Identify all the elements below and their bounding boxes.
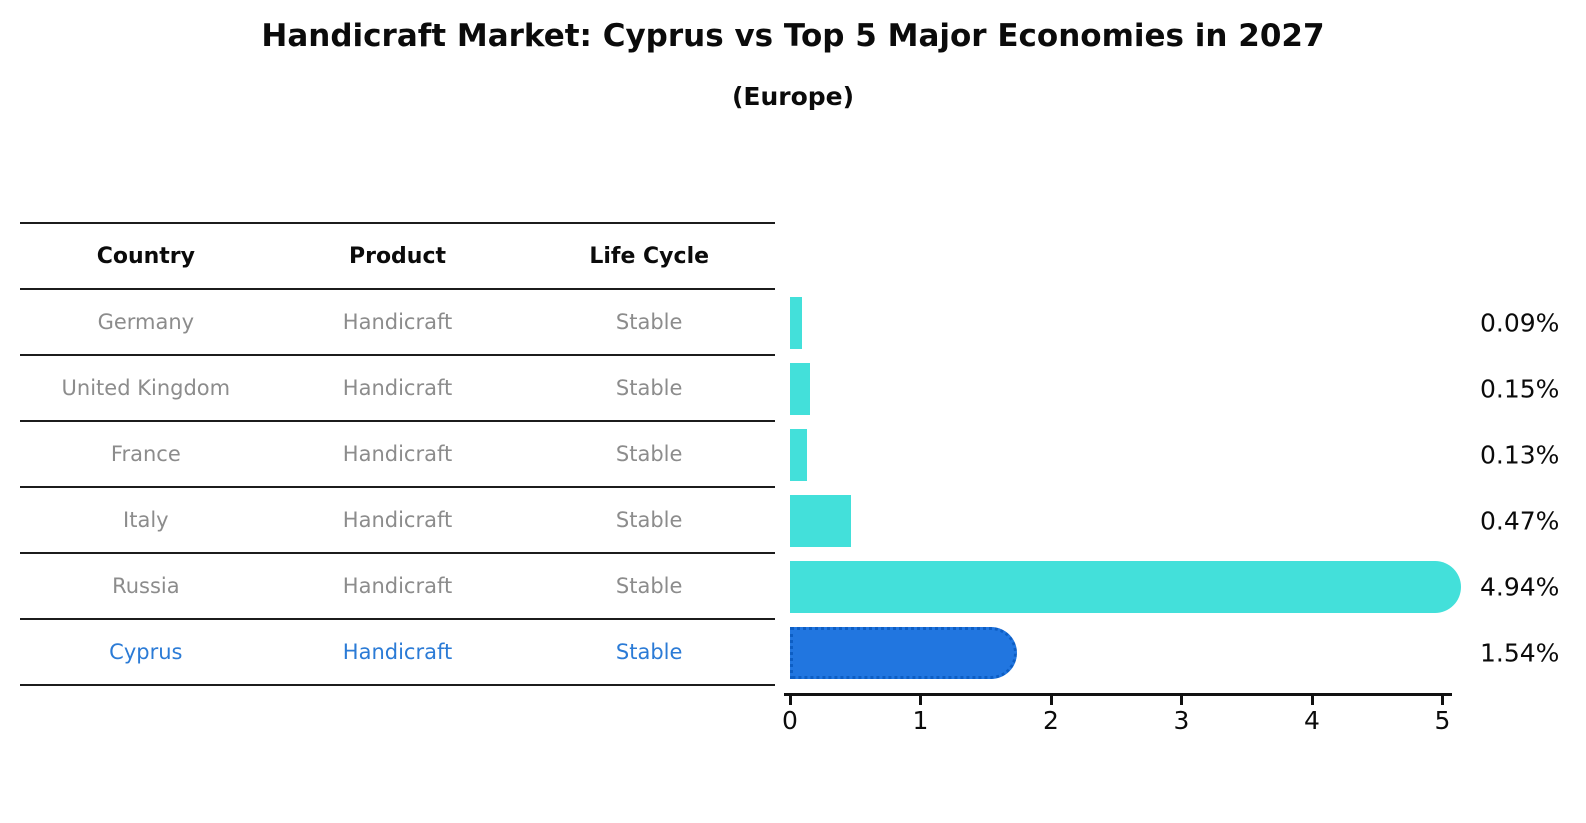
value-label-united-kingdom: 0.15% [1480, 374, 1560, 404]
chart-subtitle: (Europe) [731, 82, 855, 111]
value-label-france: 0.13% [1480, 440, 1560, 470]
x-tick-mark [919, 695, 922, 705]
lifecycle-cell: Stable [615, 574, 683, 598]
table-row-united-kingdom: United Kingdom Handicraft Stable [20, 356, 775, 422]
value-label-germany: 0.09% [1480, 308, 1560, 338]
table-body: Germany Handicraft Stable United Kingdom Han… [20, 290, 775, 686]
product-cell: Handicraft [342, 640, 453, 664]
header-country: Country [96, 243, 195, 269]
table-row-cyprus: Cyprus Handicraft Stable [20, 620, 775, 686]
lifecycle-cell: Stable [615, 508, 683, 532]
x-tick-label: 1 [912, 706, 929, 735]
lifecycle-cell: Stable [615, 442, 683, 466]
country-cell: United Kingdom [61, 376, 231, 400]
x-tick-mark [1049, 695, 1053, 705]
x-tick-mark [788, 695, 792, 705]
product-cell: Handicraft [342, 310, 453, 334]
product-cell: Handicraft [342, 376, 453, 400]
country-cell: Germany [97, 310, 195, 334]
lifecycle-cell: Stable [615, 310, 683, 334]
table-row-france: France Handicraft Stable [20, 422, 775, 488]
bar-cyprus [790, 627, 1017, 679]
country-cell: France [110, 442, 181, 466]
x-tick-mark [1441, 695, 1444, 705]
x-axis-line [784, 693, 1452, 696]
header-product: Product [348, 243, 447, 269]
table-row-germany: Germany Handicraft Stable [20, 290, 775, 356]
country-cell: Russia [112, 574, 180, 598]
x-tick-label: 4 [1304, 706, 1320, 735]
product-cell: Handicraft [342, 508, 453, 532]
bar-germany [790, 297, 802, 349]
bar-united-kingdom [790, 363, 810, 415]
x-tick-label: 2 [1043, 706, 1059, 735]
product-cell: Handicraft [342, 442, 453, 466]
value-label-russia: 4.94% [1480, 572, 1560, 602]
lifecycle-cell: Stable [615, 640, 683, 664]
table-row-russia: Russia Handicraft Stable [20, 554, 775, 620]
x-tick-label: 5 [1434, 706, 1451, 735]
country-cell: Italy [123, 508, 169, 532]
bar-france [790, 429, 807, 481]
chart-title: Handicraft Market: Cyprus vs Top 5 Major… [261, 18, 1325, 54]
x-tick-label: 0 [782, 706, 798, 735]
table-header-row: Country Product Life Cycle [20, 222, 775, 290]
product-cell: Handicraft [342, 574, 453, 598]
bar-russia [790, 561, 1461, 613]
country-cell: Cyprus [109, 640, 183, 664]
x-tick-mark [1180, 695, 1183, 705]
bar-italy [790, 495, 852, 547]
table-row-italy: Italy Handicraft Stable [20, 488, 775, 554]
value-label-cyprus: 1.54% [1480, 638, 1560, 668]
lifecycle-cell: Stable [615, 376, 683, 400]
comparison-table: Country Product Life Cycle Germany Handic… [20, 222, 775, 686]
value-label-italy: 0.47% [1480, 506, 1560, 536]
x-tick-label: 3 [1173, 706, 1190, 735]
header-lifecycle: Life Cycle [589, 243, 710, 269]
x-tick-mark [1310, 695, 1314, 705]
